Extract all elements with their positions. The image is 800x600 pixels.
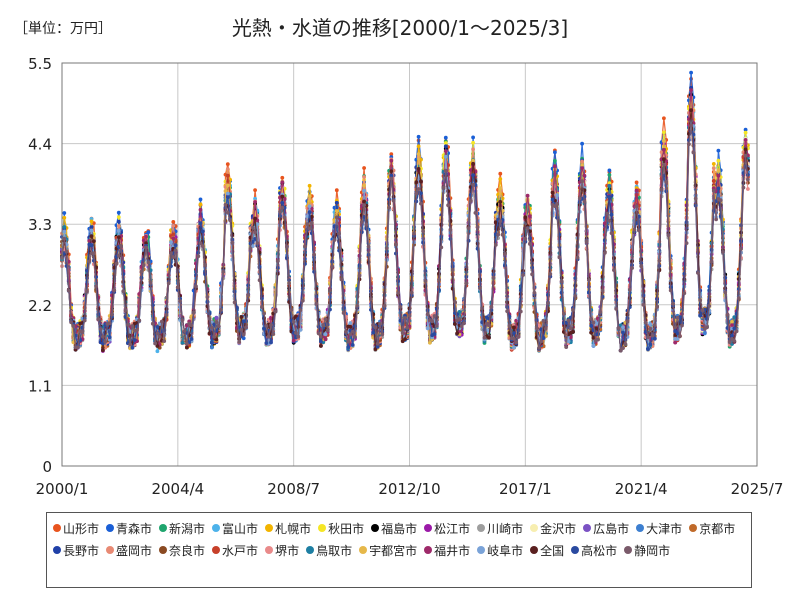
series-point [225,173,230,178]
series-point [116,224,121,228]
series-point [362,175,366,179]
series-point [416,144,421,149]
series-point [116,215,121,220]
series-point [471,140,475,145]
series-point [634,180,639,185]
series-2 [60,70,750,349]
series-point [89,219,94,224]
series-point [443,144,448,149]
y-unit-label: ［単位：万円］ [14,21,112,37]
series-point [334,188,339,193]
series-point [607,168,612,173]
series-point [334,200,339,205]
series-point [171,232,176,237]
series-point [471,135,475,140]
series-point [253,196,257,201]
grid-lines [61,62,758,467]
series-point [225,167,230,172]
series-point [607,173,612,177]
series-point [146,230,151,235]
series-lines [60,70,750,354]
series-point [607,181,612,186]
series-point [198,197,203,202]
series-point [662,130,666,135]
series-point [210,345,214,350]
series-point [711,166,716,171]
series-point [171,224,176,228]
series-point [171,220,176,224]
series-point [716,148,721,153]
series-point [443,141,448,145]
series-point [416,134,421,139]
series-point [743,130,748,135]
chart-title: 光熱・水道の推移[2000/1～2025/3] [231,16,569,40]
series-point [214,315,219,320]
series-point [711,162,716,166]
series-1 [60,77,750,352]
series-point [62,215,67,220]
line-chart: 01.12.23.34.45.5 2000/1 2004/4 2008/7 2012/… [28,55,783,498]
series-point [225,162,230,167]
series-5 [60,96,750,349]
series-point [580,159,584,164]
series-6 [60,87,750,350]
series-point [662,116,666,121]
series-point [702,331,707,336]
series-point [116,219,121,224]
series-point [389,152,394,157]
series-point [498,177,503,181]
series-point [716,158,721,163]
series-point [307,183,312,188]
series-point [471,147,475,152]
series-point [253,188,257,193]
series-point [553,158,557,163]
series-point [155,349,160,354]
series-point [743,127,748,132]
series-point [580,141,584,146]
series-point [198,202,203,207]
series-point [362,166,366,170]
series-15 [60,95,750,351]
series-point [62,211,67,215]
series-point [280,175,285,180]
series-point [116,210,121,215]
series-point [689,70,693,75]
series-point [498,171,503,176]
series-point [553,150,557,155]
series-point [443,135,448,140]
series-point [89,225,94,230]
